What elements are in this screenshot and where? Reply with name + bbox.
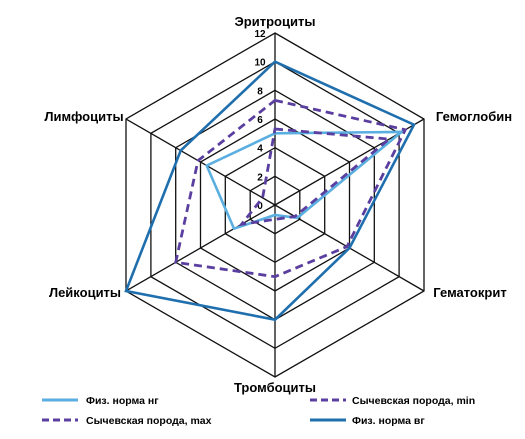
radial-tick-labels: 0 2 4 6 8 10 12 xyxy=(254,29,266,212)
axis-labels: Эритроциты Гемоглобин Гематокрит Тромбоц… xyxy=(44,14,512,395)
axis-label-erythrocytes: Эритроциты xyxy=(235,14,316,29)
tick-label: 6 xyxy=(257,115,263,126)
legend: Физ. норма нг Сычевская порода, min Сыче… xyxy=(42,395,475,427)
tick-label: 10 xyxy=(254,58,266,69)
series-line-1 xyxy=(205,130,406,231)
tick-label: 0 xyxy=(257,201,263,212)
series-lines xyxy=(124,60,416,322)
legend-label-series-1: Физ. норма нг xyxy=(86,395,159,407)
axis-label-hemoglobin: Гемоглобин xyxy=(436,109,512,124)
axis-label-hematocrit: Гематокрит xyxy=(433,285,506,300)
tick-label: 12 xyxy=(254,29,266,40)
series-line-4 xyxy=(124,60,416,322)
legend-label-series-4: Физ. норма вг xyxy=(352,415,425,427)
spoke-5 xyxy=(125,204,276,292)
axis-label-lymphocytes: Лимфоциты xyxy=(44,109,123,124)
axis-label-platelets: Тромбоциты xyxy=(234,380,316,395)
tick-label: 2 xyxy=(257,172,263,183)
tick-label: 4 xyxy=(257,144,263,155)
radar-grid xyxy=(125,32,425,378)
legend-label-series-3: Сычевская порода, min xyxy=(352,395,475,407)
spoke-6 xyxy=(125,118,276,206)
series-line-2 xyxy=(174,98,408,279)
legend-label-series-2: Сычевская порода, max xyxy=(86,415,212,427)
axis-label-leukocytes: Лейкоциты xyxy=(49,285,121,300)
tick-label: 8 xyxy=(257,86,263,97)
